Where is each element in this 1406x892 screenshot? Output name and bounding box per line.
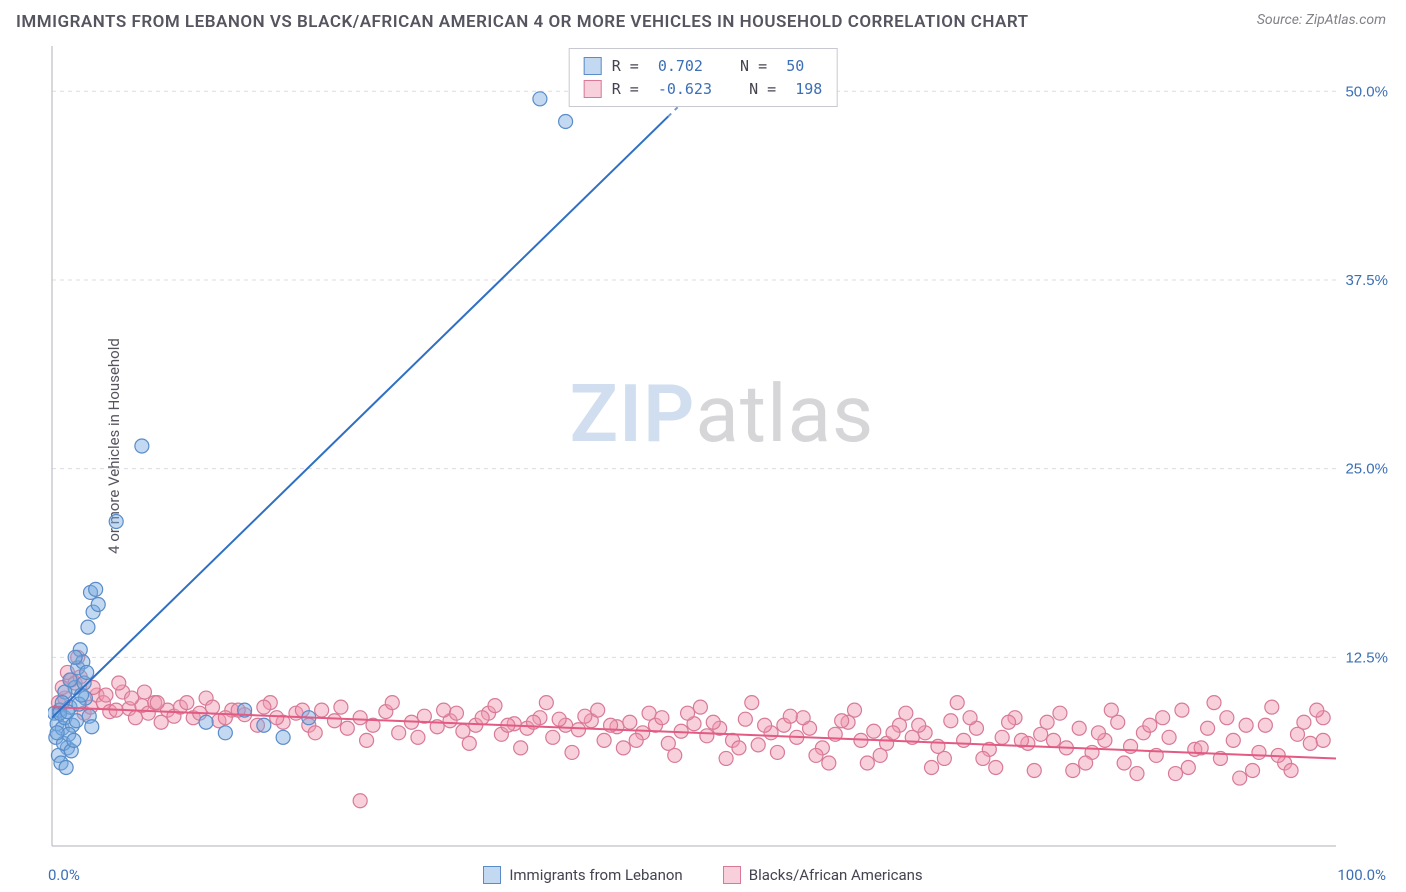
stats-swatch-blue (584, 57, 602, 75)
legend-swatch-blue (483, 866, 501, 884)
stats-row-pink: R = -0.623 N = 198 (584, 78, 823, 101)
stats-row-blue: R = 0.702 N = 50 (584, 55, 823, 78)
legend-item-blue: Immigrants from Lebanon (483, 866, 682, 884)
scatter-chart: 12.5% 25.0% 37.5% 50.0% (48, 42, 1396, 850)
stats-legend-box: R = 0.702 N = 50 R = -0.623 N = 198 (569, 48, 838, 107)
legend-bottom: Immigrants from Lebanon Blacks/African A… (0, 866, 1406, 884)
stats-n-label: N = (713, 55, 776, 78)
legend-label-pink: Blacks/African Americans (749, 866, 923, 884)
stats-n-pink: 198 (795, 78, 822, 101)
stats-r-label-2: R = (612, 78, 648, 101)
stats-r-blue: 0.702 (658, 55, 703, 78)
svg-text:25.0%: 25.0% (1345, 461, 1388, 478)
legend-swatch-pink (723, 866, 741, 884)
source-label: Source: ZipAtlas.com (1257, 12, 1386, 28)
chart-title: IMMIGRANTS FROM LEBANON VS BLACK/AFRICAN… (16, 12, 1029, 32)
svg-text:50.0%: 50.0% (1345, 83, 1388, 100)
stats-n-label-2: N = (722, 78, 785, 101)
stats-r-label: R = (612, 55, 648, 78)
stats-r-pink: -0.623 (658, 78, 712, 101)
svg-text:37.5%: 37.5% (1345, 272, 1388, 289)
chart-area: 12.5%25.0%37.5%50.0% ZIPatlas (48, 42, 1396, 850)
legend-item-pink: Blacks/African Americans (723, 866, 923, 884)
legend-label-blue: Immigrants from Lebanon (509, 866, 682, 884)
stats-n-blue: 50 (786, 55, 804, 78)
stats-swatch-pink (584, 80, 602, 98)
svg-text:12.5%: 12.5% (1345, 649, 1388, 666)
